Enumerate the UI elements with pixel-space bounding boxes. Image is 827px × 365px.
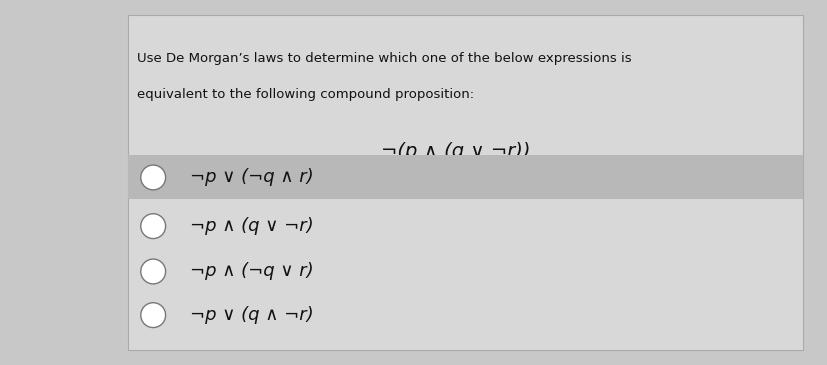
Text: ¬p ∧ (q ∨ ¬r): ¬p ∧ (q ∨ ¬r) xyxy=(190,217,313,235)
Ellipse shape xyxy=(141,165,165,190)
Text: ¬(p ∧ (q ∨ ¬r)): ¬(p ∧ (q ∨ ¬r)) xyxy=(380,142,529,161)
Ellipse shape xyxy=(141,259,165,284)
Text: ¬p ∧ (¬q ∨ r): ¬p ∧ (¬q ∨ r) xyxy=(190,262,313,280)
Text: ¬p ∨ (¬q ∧ r): ¬p ∨ (¬q ∧ r) xyxy=(190,169,313,187)
Text: equivalent to the following compound proposition:: equivalent to the following compound pro… xyxy=(136,88,473,101)
Text: Use De Morgan’s laws to determine which one of the below expressions is: Use De Morgan’s laws to determine which … xyxy=(136,51,630,65)
Text: ¬p ∨ (q ∧ ¬r): ¬p ∨ (q ∧ ¬r) xyxy=(190,306,313,324)
FancyBboxPatch shape xyxy=(128,15,802,350)
Ellipse shape xyxy=(141,214,165,239)
FancyBboxPatch shape xyxy=(128,155,802,199)
Ellipse shape xyxy=(141,303,165,327)
